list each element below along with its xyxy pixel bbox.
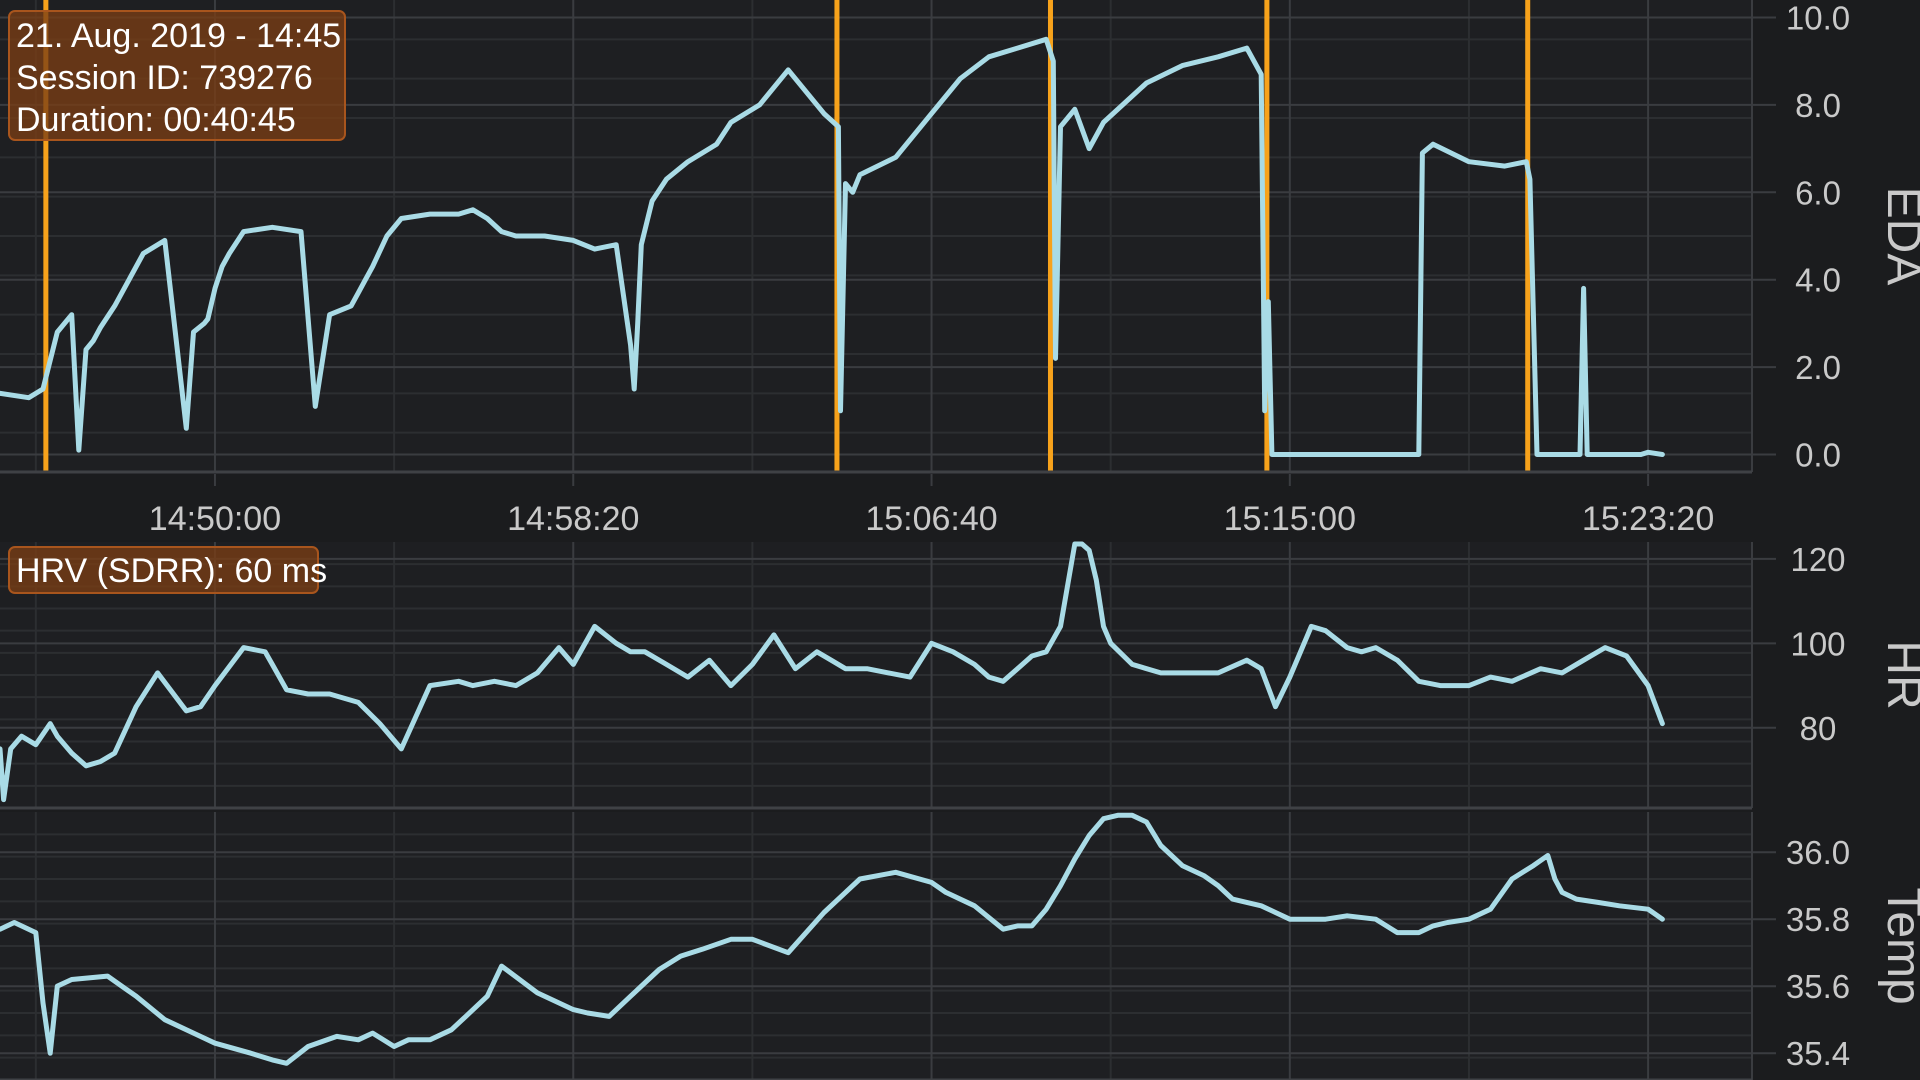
eda-tick-label: 0.0	[1795, 437, 1841, 474]
hr-tick-label: 80	[1800, 710, 1837, 747]
eda-tick-label: 4.0	[1795, 262, 1841, 299]
session-date: 21. Aug. 2019 - 14:45	[16, 17, 342, 55]
eda-tick-label: 2.0	[1795, 349, 1841, 386]
hr-series-line	[0, 541, 1665, 803]
eda-tick-label: 6.0	[1795, 174, 1841, 211]
time-axis-band	[0, 474, 1920, 540]
temp-series-line	[0, 812, 1665, 1066]
temp-tick-label: 35.4	[1786, 1035, 1850, 1072]
time-tick-label: 15:15:00	[1224, 500, 1356, 538]
eda-tick-label: 8.0	[1795, 87, 1841, 124]
time-axis: 14:50:00 14:58:20 15:06:40 15:15:00 15:23:20	[0, 474, 1920, 540]
temp-axis-label: Temp	[1877, 887, 1920, 1004]
time-tick-label: 14:50:00	[149, 500, 281, 538]
eda-axis-label: EDA	[1877, 187, 1920, 286]
temp-tick-label: 35.6	[1786, 968, 1850, 1005]
time-tick-label: 14:58:20	[507, 500, 639, 538]
session-id: Session ID: 739276	[16, 59, 313, 97]
hr-tick-label: 120	[1790, 541, 1845, 578]
session-duration: Duration: 00:40:45	[16, 101, 296, 139]
hrv-value: HRV (SDRR): 60 ms	[16, 552, 328, 590]
time-tick-label: 15:23:20	[1582, 500, 1714, 538]
eda-series-line	[0, 36, 1665, 457]
hr-tick-label: 100	[1790, 625, 1845, 662]
hrv-badge: HRV (SDRR): 60 ms	[8, 546, 328, 594]
temp-tick-label: 35.8	[1786, 901, 1850, 938]
temp-tick-label: 36.0	[1786, 834, 1850, 871]
eda-tick-label: 10.0	[1786, 0, 1850, 36]
hr-axis-label: HR	[1877, 640, 1920, 709]
session-info-badge: 21. Aug. 2019 - 14:45 Session ID: 739276…	[8, 10, 346, 141]
temp-panel: 35.4 35.6 35.8 36.0 Temp	[0, 812, 1920, 1080]
time-tick-label: 15:06:40	[865, 500, 997, 538]
